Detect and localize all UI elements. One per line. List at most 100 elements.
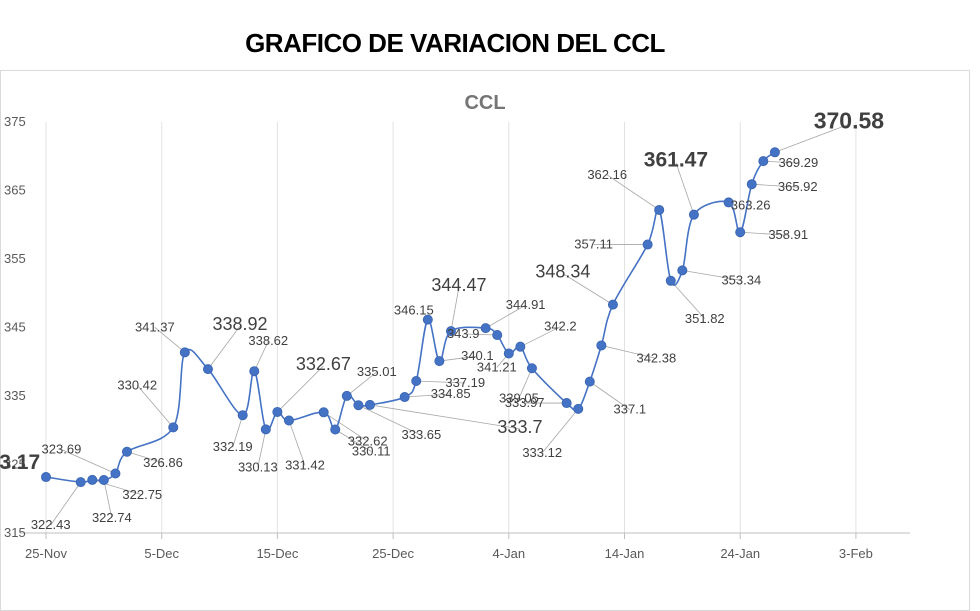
data-label: 353.34: [721, 272, 761, 287]
data-label-leader: [774, 123, 850, 153]
x-tick-label: 5-Dec: [144, 546, 179, 561]
y-tick-label: 315: [4, 525, 26, 540]
data-label-leader: [485, 304, 526, 329]
data-point: [758, 156, 769, 167]
data-label: 333.65: [402, 427, 442, 442]
x-tick-label: 24-Jan: [720, 546, 760, 561]
y-tick-label: 355: [4, 251, 26, 266]
data-label-leader: [450, 287, 460, 332]
data-point: [260, 424, 271, 435]
y-tick-label: 365: [4, 183, 26, 198]
data-label-leader: [520, 326, 561, 348]
data-label: 322.75: [122, 487, 162, 502]
data-point: [561, 398, 572, 409]
data-label: 340.1: [461, 348, 494, 363]
data-label-leader: [404, 393, 451, 398]
data-label-leader: [763, 160, 799, 164]
data-point: [41, 472, 52, 483]
data-label: 370.58: [814, 107, 885, 133]
data-point: [411, 375, 422, 386]
data-point: [677, 265, 688, 276]
y-tick-label: 375: [4, 114, 26, 129]
data-label-leader: [562, 273, 614, 305]
data-label-leader: [675, 162, 695, 215]
data-label-leader: [288, 420, 306, 466]
y-tick-label: 345: [4, 320, 26, 335]
x-tick-label: 25-Dec: [372, 546, 414, 561]
data-label-leader: [358, 404, 422, 436]
data-label: 326.86: [143, 455, 183, 470]
data-label: 332.67: [296, 354, 351, 374]
data-label: 369.29: [778, 155, 818, 170]
data-point: [654, 204, 665, 215]
data-label-leader: [751, 183, 798, 188]
data-label: 338.92: [212, 314, 267, 334]
data-label: 333.12: [522, 445, 562, 460]
data-label-leader: [601, 345, 657, 359]
page-title: GRAFICO DE VARIACION DEL CCL: [245, 28, 665, 58]
data-label: 357.11: [574, 237, 613, 252]
x-tick-label: 4-Jan: [493, 546, 526, 561]
data-point: [179, 347, 190, 358]
data-label: 337.19: [445, 375, 485, 390]
data-label-leader: [126, 451, 164, 464]
data-label-leader: [541, 408, 579, 454]
data-label-leader: [207, 325, 241, 370]
data-label-leader: [606, 174, 660, 211]
data-label-leader: [369, 404, 521, 430]
data-label-leader: [439, 355, 478, 362]
data-label: 341.21: [477, 359, 517, 374]
data-label: 348.34: [535, 262, 590, 282]
data-point: [434, 356, 445, 367]
data-point: [642, 239, 653, 250]
data-point: [272, 406, 283, 417]
x-tick-label: 25-Nov: [25, 546, 67, 561]
data-point: [735, 227, 746, 238]
data-label-leader: [257, 429, 267, 468]
data-label: 351.82: [685, 311, 725, 326]
data-label-leader: [50, 481, 82, 526]
data-point: [445, 326, 456, 337]
data-label: 333.7: [497, 417, 542, 437]
data-label-leader: [103, 479, 113, 519]
data-point: [526, 363, 537, 374]
data-label: 323.17: [0, 451, 40, 474]
data-label: 322.74: [92, 510, 132, 525]
data-label-leader: [463, 333, 498, 336]
data-label: 339.05: [499, 390, 539, 405]
data-label: 331.42: [285, 458, 325, 473]
data-point: [492, 330, 503, 341]
data-point: [584, 376, 595, 387]
data-label: 334.85: [431, 386, 471, 401]
data-label: 333.97: [505, 395, 545, 410]
data-point: [364, 399, 375, 410]
data-label-leader: [589, 381, 631, 410]
data-label-leader: [518, 368, 533, 399]
data-label: 344.47: [431, 275, 486, 295]
data-label-leader: [670, 280, 706, 320]
chart-title: CCL: [464, 92, 505, 114]
data-point: [202, 364, 213, 375]
data-point: [168, 422, 179, 433]
data-point: [769, 147, 780, 158]
data-label: 332.19: [213, 439, 253, 454]
data-label-leader: [335, 429, 372, 452]
data-label: 342.2: [544, 319, 577, 334]
data-point: [341, 390, 352, 401]
data-label-leader: [154, 327, 186, 353]
data-point: [688, 209, 699, 220]
data-label-leader: [277, 365, 324, 413]
data-point: [249, 366, 260, 377]
data-label: 330.11: [352, 443, 391, 458]
data-point: [318, 407, 329, 418]
data-label-leader: [136, 385, 174, 428]
data-point: [75, 477, 86, 488]
data-label: 330.13: [238, 459, 278, 474]
data-label-leader: [61, 449, 116, 474]
data-point: [665, 275, 676, 286]
data-label: 323.69: [42, 441, 82, 456]
data-label: 335.01: [357, 364, 397, 379]
data-label-leader: [232, 415, 244, 448]
data-label-leader: [740, 231, 789, 236]
